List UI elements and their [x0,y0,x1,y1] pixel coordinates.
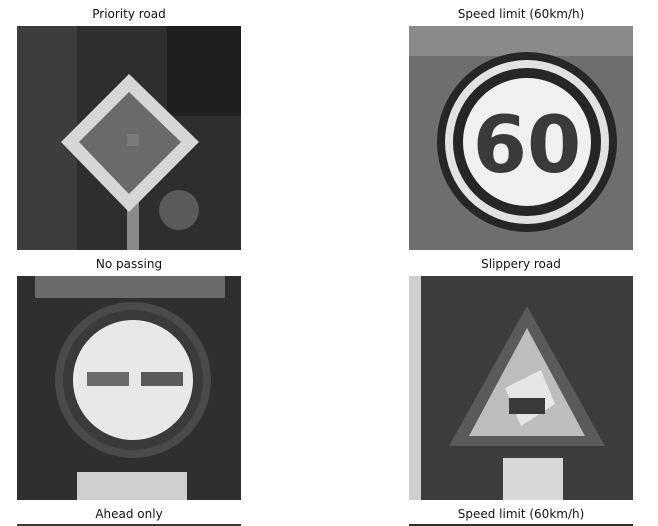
ahead-only-image-edge [17,524,241,526]
panel-title: Speed limit (60km/h) [457,507,585,521]
speed-limit-60-sign-image: 60 [409,26,633,250]
no-passing-sign-image [17,276,241,500]
panel-title: Speed limit (60km/h) [457,7,585,21]
sign-number: 60 [473,101,582,191]
panel-title: No passing [95,257,163,271]
panel-title: Priority road [92,7,166,21]
panel-title: Slippery road [481,257,561,271]
speed-limit-image-edge [409,524,633,526]
panel-title: Ahead only [95,507,163,521]
priority-road-sign-image [17,26,241,250]
slippery-road-sign-image [409,276,633,500]
